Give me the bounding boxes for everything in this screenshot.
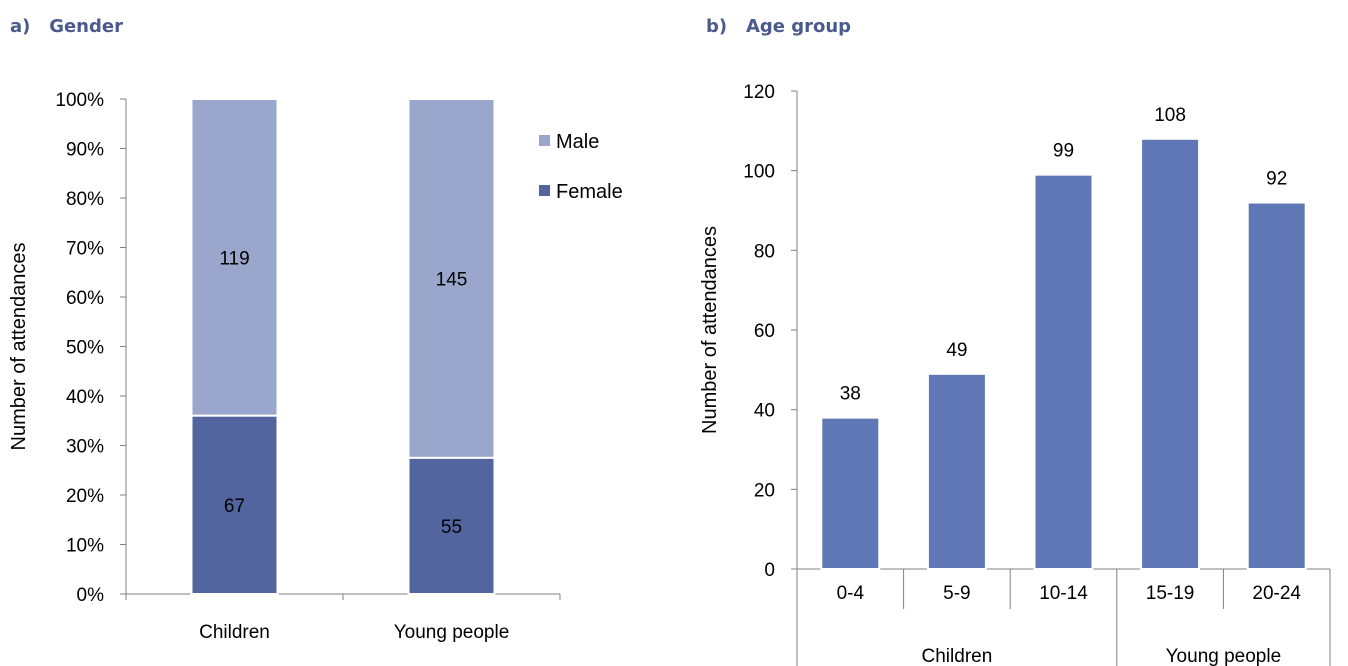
panel-b-title-text: Age group [745,16,852,37]
panel-a-title: a) Gender [10,16,123,37]
bar-male [407,98,496,459]
y-tick-label: 90% [66,140,104,161]
legend-swatch-female [539,185,550,196]
y-tick-label: 20% [66,486,104,507]
y-tick-label: 120 [743,82,775,103]
x-group-label: Young people [1166,646,1282,666]
y-tick-label: 30% [66,437,104,458]
data-label-male: 119 [219,248,249,269]
data-label: 38 [840,384,861,405]
y-tick-label: 80 [754,241,775,262]
x-category-label: 5-9 [943,583,970,604]
y-tick-label: 70% [66,239,104,260]
age-group-chart: 0 20 40 60 80 100 120 38 0-4 49 5-9 99 10-14 108 15-19… [699,82,1331,666]
bar-female [190,414,279,595]
y-tick-label: 60% [66,288,104,309]
panel-a-tag: a) [10,16,31,37]
y-tick-label: 40% [66,387,104,408]
data-label-female: 55 [441,517,462,538]
data-label: 49 [946,340,967,361]
bar-female [407,456,496,595]
gender-chart: 0% 10% 20% 30% 40% 50% 60% 70% 80% 90% 100% 119 67 Ch… [8,90,623,643]
y-tick-label: 0% [77,585,105,606]
data-label: 92 [1266,169,1287,190]
bar [1140,137,1201,571]
x-category-label: 10-14 [1039,583,1088,604]
bar [926,372,987,571]
y-tick-label: 0 [764,560,775,581]
x-category-label: Children [199,622,270,643]
y-tick-label: 60 [754,321,775,342]
x-category-label: Young people [394,622,510,643]
bar [1033,173,1094,570]
panel-a-title-text: Gender [49,16,123,37]
data-label-female: 67 [224,496,245,517]
y-tick-label: 20 [754,480,775,501]
bar-male [190,98,279,417]
bar [1246,201,1307,571]
y-tick-label: 100% [55,90,104,111]
bar [820,416,881,570]
y-axis-title: Number of attendances [8,243,30,451]
y-tick-label: 10% [66,536,104,557]
legend-label-female: Female [556,181,623,203]
panel-b-title: b) Age group [706,16,851,37]
x-category-label: 20-24 [1252,583,1301,604]
y-tick-label: 80% [66,189,104,210]
y-axis-title: Number of attendances [699,226,721,434]
x-category-label: 0-4 [837,583,865,604]
y-tick-label: 40 [754,401,775,422]
data-label: 99 [1053,141,1074,162]
x-group-label: Children [922,646,993,666]
x-category-label: 15-19 [1146,583,1195,604]
data-label: 108 [1154,105,1186,126]
y-tick-label: 100 [743,162,775,183]
legend-label-male: Male [556,131,599,153]
y-tick-label: 50% [66,338,104,359]
data-label-male: 145 [436,269,468,290]
panel-b-tag: b) [706,16,728,37]
legend-swatch-male [539,135,550,146]
